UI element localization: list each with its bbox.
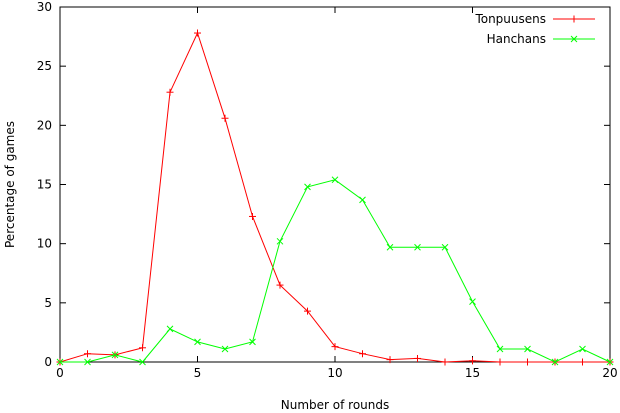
data-point-hanchans <box>606 358 614 366</box>
data-point-tonpuusens <box>579 358 586 366</box>
x-tick-label: 0 <box>56 366 64 380</box>
series-line-hanchans <box>60 179 611 363</box>
data-point-tonpuusens <box>441 358 449 366</box>
data-point-hanchans <box>276 237 284 245</box>
y-tick-label: 30 <box>37 0 52 14</box>
data-point-tonpuusens <box>496 358 504 366</box>
data-point-hanchans <box>551 358 559 366</box>
data-point-hanchans <box>386 243 394 251</box>
data-point-hanchans <box>111 351 119 359</box>
y-tick-label: 5 <box>44 296 52 310</box>
legend-label: Tonpuusens <box>474 12 546 26</box>
y-axis-label: Percentage of games <box>3 121 17 248</box>
y-tick-label: 0 <box>44 355 52 369</box>
legend-entry-tonpuusens: Tonpuusens <box>474 12 595 26</box>
y-tick-label: 15 <box>37 178 52 192</box>
data-point-tonpuusens <box>524 358 531 366</box>
legend-label: Hanchans <box>487 32 546 46</box>
data-point-hanchans <box>579 345 586 353</box>
data-point-tonpuusens <box>386 356 394 364</box>
data-point-tonpuusens <box>249 212 256 220</box>
axis-ticks: 0 5 10 15 20 0 5 10 15 20 25 30 <box>37 0 618 380</box>
legend-marker <box>570 35 578 43</box>
data-point-tonpuusens <box>469 357 476 365</box>
plot-frame <box>59 6 611 363</box>
y-tick-label: 25 <box>37 59 52 73</box>
x-axis-label: Number of rounds <box>281 398 390 412</box>
data-point-tonpuusens <box>84 350 91 358</box>
x-tick-label: 20 <box>602 366 617 380</box>
x-tick-label: 15 <box>465 366 480 380</box>
x-tick-label: 10 <box>327 366 342 380</box>
series-layer <box>56 29 614 366</box>
series-tonpuusens <box>56 29 614 366</box>
data-point-hanchans <box>304 183 311 191</box>
x-tick-label: 5 <box>194 366 202 380</box>
data-point-hanchans <box>359 196 366 204</box>
data-point-tonpuusens <box>304 307 311 315</box>
data-point-hanchans <box>84 358 91 366</box>
data-point-hanchans <box>331 176 339 184</box>
data-point-tonpuusens <box>414 354 421 362</box>
data-point-tonpuusens <box>331 343 339 351</box>
data-point-tonpuusens <box>166 88 174 96</box>
data-point-hanchans <box>139 358 146 366</box>
legend-marker <box>570 15 578 23</box>
series-line-tonpuusens <box>59 31 610 363</box>
data-point-hanchans <box>166 325 174 333</box>
data-point-hanchans <box>469 298 476 306</box>
data-point-tonpuusens <box>194 29 201 37</box>
y-tick-label: 20 <box>37 118 52 132</box>
data-point-hanchans <box>414 243 421 251</box>
data-point-hanchans <box>56 358 64 366</box>
legend-entry-hanchans: Hanchans <box>487 32 595 46</box>
data-point-hanchans <box>249 338 256 346</box>
series-hanchans <box>56 176 614 366</box>
data-point-hanchans <box>221 345 229 353</box>
data-point-tonpuusens <box>139 344 146 352</box>
data-point-hanchans <box>194 338 201 346</box>
data-point-hanchans <box>524 345 531 353</box>
data-point-tonpuusens <box>221 114 229 122</box>
data-point-hanchans <box>441 243 449 251</box>
data-point-hanchans <box>496 345 504 353</box>
y-tick-label: 10 <box>37 237 52 251</box>
legend: Tonpuusens Hanchans <box>474 12 595 46</box>
data-point-tonpuusens <box>359 350 366 358</box>
data-point-tonpuusens <box>276 281 284 289</box>
